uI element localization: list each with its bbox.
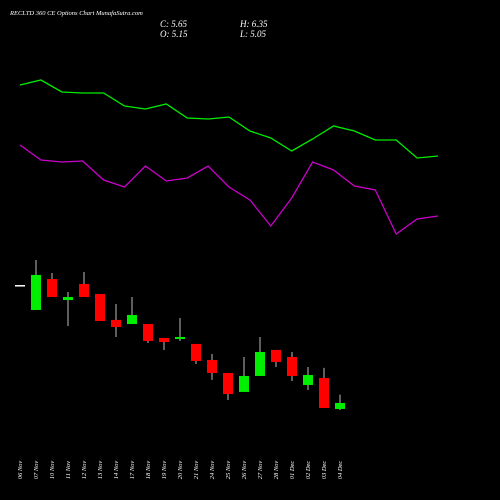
- open-label: O: 5.15: [160, 29, 188, 39]
- x-tick-label: 24 Nov: [209, 461, 216, 480]
- x-tick-label: 19 Nov: [161, 461, 168, 480]
- candle-body: [127, 315, 137, 325]
- close-label: C: 5.65: [160, 19, 188, 29]
- x-tick-label: 27 Nov: [257, 461, 264, 480]
- indicator-line: [19, 144, 439, 235]
- x-tick-label: 13 Nov: [97, 461, 104, 480]
- x-tick-label: 07 Nov: [33, 461, 40, 480]
- x-tick-label: 10 Nov: [49, 461, 56, 480]
- candle-body: [319, 378, 329, 409]
- candle-body: [239, 375, 249, 392]
- x-tick-label: 06 Nov: [17, 461, 24, 480]
- x-tick-label: 17 Nov: [129, 461, 136, 480]
- x-tick-label: 01 Dec: [289, 461, 296, 480]
- candle-body: [159, 337, 169, 343]
- candle-body: [111, 319, 121, 328]
- x-tick-label: 28 Nov: [273, 461, 280, 480]
- x-tick-label: 11 Nov: [65, 461, 72, 479]
- x-tick-label: 26 Nov: [241, 461, 248, 480]
- candle-body: [47, 279, 57, 298]
- x-tick-label: 04 Dec: [337, 461, 344, 480]
- candle-body: [15, 285, 25, 287]
- candle-body: [271, 349, 281, 362]
- candle-body: [255, 351, 265, 376]
- indicator-line: [19, 79, 439, 159]
- candle-body: [63, 297, 73, 301]
- candle-body: [223, 372, 233, 394]
- x-tick-label: 21 Nov: [193, 461, 200, 480]
- candle-body: [175, 336, 185, 340]
- x-tick-label: 25 Nov: [225, 461, 232, 480]
- candle-body: [207, 360, 217, 373]
- chart-title: RECLTD 360 CE Options Chart MunafaSutra.…: [9, 10, 143, 17]
- x-tick-label: 20 Nov: [177, 461, 184, 480]
- x-tick-label: 02 Dec: [305, 461, 312, 480]
- candle-body: [335, 402, 345, 409]
- candle-body: [95, 294, 105, 322]
- candle-body: [191, 343, 201, 361]
- x-tick-label: 14 Nov: [113, 461, 120, 480]
- high-label: H: 6.35: [239, 19, 268, 29]
- x-tick-label: 03 Dec: [321, 461, 328, 480]
- low-label: L: 5.05: [239, 29, 267, 39]
- candle-body: [31, 274, 41, 310]
- candle-body: [79, 283, 89, 298]
- candle-body: [287, 357, 297, 376]
- x-tick-label: 18 Nov: [145, 461, 152, 480]
- x-tick-label: 12 Nov: [81, 461, 88, 480]
- candle-body: [143, 324, 153, 341]
- candle-body: [303, 375, 313, 385]
